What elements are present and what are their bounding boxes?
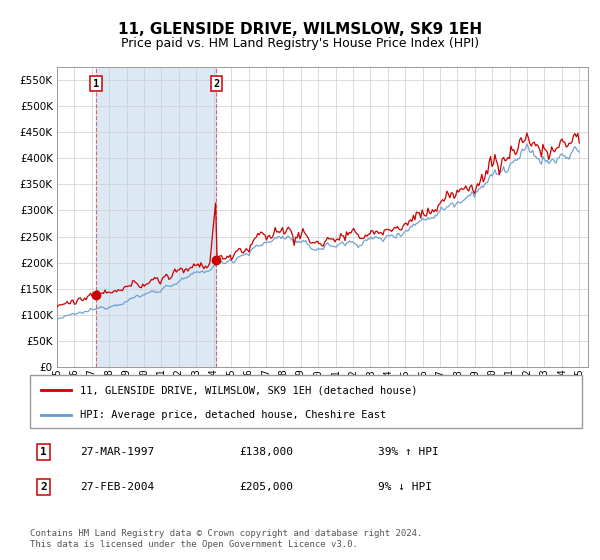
Text: 2: 2 (214, 79, 220, 89)
Text: Contains HM Land Registry data © Crown copyright and database right 2024.
This d: Contains HM Land Registry data © Crown c… (30, 529, 422, 549)
Text: 11, GLENSIDE DRIVE, WILMSLOW, SK9 1EH (detached house): 11, GLENSIDE DRIVE, WILMSLOW, SK9 1EH (d… (80, 385, 417, 395)
Text: 27-FEB-2004: 27-FEB-2004 (80, 482, 154, 492)
Text: HPI: Average price, detached house, Cheshire East: HPI: Average price, detached house, Ches… (80, 410, 386, 420)
Text: 27-MAR-1997: 27-MAR-1997 (80, 447, 154, 457)
Text: Price paid vs. HM Land Registry's House Price Index (HPI): Price paid vs. HM Land Registry's House … (121, 37, 479, 50)
Bar (96, 67, 217, 367)
Text: 39% ↑ HPI: 39% ↑ HPI (378, 447, 439, 457)
Text: £205,000: £205,000 (240, 482, 294, 492)
Text: 1: 1 (92, 79, 99, 89)
Text: 2: 2 (40, 482, 47, 492)
Text: 11, GLENSIDE DRIVE, WILMSLOW, SK9 1EH: 11, GLENSIDE DRIVE, WILMSLOW, SK9 1EH (118, 22, 482, 36)
Text: 1: 1 (40, 447, 47, 457)
Text: 9% ↓ HPI: 9% ↓ HPI (378, 482, 432, 492)
Text: £138,000: £138,000 (240, 447, 294, 457)
